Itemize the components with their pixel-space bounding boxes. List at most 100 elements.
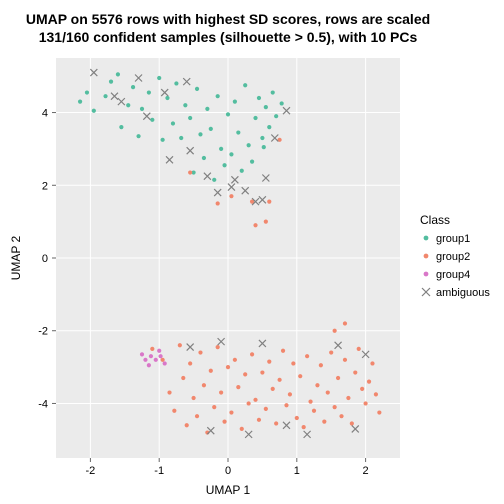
point-group1 — [157, 76, 161, 80]
point-group2 — [198, 350, 202, 354]
point-group2 — [274, 421, 278, 425]
point-group2 — [353, 370, 357, 374]
point-group1 — [165, 96, 169, 100]
point-group1 — [109, 80, 113, 84]
point-group4 — [143, 358, 147, 362]
legend-marker-group4 — [424, 272, 429, 277]
point-group2 — [346, 396, 350, 400]
point-group2 — [284, 403, 288, 407]
point-group2 — [333, 405, 337, 409]
point-group2 — [339, 414, 343, 418]
point-group1 — [85, 90, 89, 94]
chart-title-line2: 131/160 confident samples (silhouette > … — [39, 29, 418, 45]
point-group1 — [198, 132, 202, 136]
point-group2 — [188, 170, 192, 174]
legend-title: Class — [420, 213, 450, 227]
point-group2 — [212, 405, 216, 409]
point-group2 — [185, 423, 189, 427]
point-group1 — [233, 100, 237, 104]
point-group1 — [267, 125, 271, 129]
point-group1 — [131, 85, 135, 89]
point-group2 — [350, 421, 354, 425]
y-tick-label: 4 — [42, 108, 48, 120]
chart-title-line1: UMAP on 5576 rows with highest SD scores… — [26, 11, 430, 27]
point-group1 — [250, 160, 254, 164]
point-group2 — [188, 361, 192, 365]
legend-marker-group1 — [424, 236, 429, 241]
point-group2 — [343, 358, 347, 362]
point-group1 — [274, 114, 278, 118]
point-group1 — [253, 116, 257, 120]
point-group1 — [264, 105, 268, 109]
point-group2 — [192, 396, 196, 400]
point-group2 — [229, 194, 233, 198]
point-group1 — [202, 156, 206, 160]
point-group2 — [195, 414, 199, 418]
point-group4 — [158, 354, 162, 358]
x-tick-label: -2 — [86, 465, 96, 477]
y-axis-label: UMAP 2 — [9, 235, 23, 280]
point-group2 — [360, 387, 364, 391]
point-group2 — [253, 398, 257, 402]
point-group2 — [209, 369, 213, 373]
point-group2 — [315, 383, 319, 387]
point-group1 — [140, 107, 144, 111]
point-group2 — [271, 387, 275, 391]
point-group1 — [171, 121, 175, 125]
point-group4 — [140, 352, 144, 356]
point-group2 — [370, 361, 374, 365]
point-group2 — [295, 416, 299, 420]
point-group1 — [243, 83, 247, 87]
point-group2 — [319, 363, 323, 367]
point-group4 — [157, 349, 161, 353]
point-group1 — [183, 103, 187, 107]
point-group2 — [253, 223, 257, 227]
point-group1 — [280, 101, 284, 105]
point-group2 — [302, 425, 306, 429]
point-group2 — [278, 378, 282, 382]
legend-marker-group2 — [424, 254, 429, 259]
x-tick-label: -1 — [154, 465, 164, 477]
point-group2 — [216, 201, 220, 205]
point-group1 — [257, 96, 261, 100]
point-group2 — [172, 409, 176, 413]
point-group4 — [163, 361, 167, 365]
point-group2 — [336, 376, 340, 380]
point-group1 — [116, 72, 120, 76]
point-group2 — [374, 392, 378, 396]
y-tick-label: -2 — [38, 326, 48, 338]
point-group2 — [202, 383, 206, 387]
y-tick-label: -4 — [38, 398, 48, 410]
point-group1 — [195, 87, 199, 91]
point-group1 — [150, 118, 154, 122]
point-group1 — [147, 90, 151, 94]
point-group2 — [247, 401, 251, 405]
point-group2 — [229, 410, 233, 414]
point-group2 — [267, 360, 271, 364]
legend-label: group4 — [436, 269, 470, 281]
point-group2 — [367, 380, 371, 384]
point-group4 — [154, 358, 158, 362]
point-group2 — [167, 390, 171, 394]
point-group1 — [260, 136, 264, 140]
point-group2 — [240, 427, 244, 431]
point-group2 — [243, 372, 247, 376]
point-group2 — [219, 390, 223, 394]
point-group4 — [147, 363, 151, 367]
legend-label: group2 — [436, 251, 470, 263]
point-group2 — [257, 418, 261, 422]
point-group1 — [236, 130, 240, 134]
point-group1 — [212, 178, 216, 182]
point-group1 — [119, 125, 123, 129]
x-axis-label: UMAP 1 — [206, 483, 251, 497]
point-group2 — [264, 407, 268, 411]
point-group2 — [357, 347, 361, 351]
point-group2 — [226, 365, 230, 369]
point-group2 — [281, 349, 285, 353]
point-group2 — [264, 220, 268, 224]
y-tick-label: 2 — [42, 180, 48, 192]
point-group1 — [222, 163, 226, 167]
point-group2 — [150, 347, 154, 351]
point-group1 — [126, 103, 130, 107]
point-group2 — [216, 345, 220, 349]
